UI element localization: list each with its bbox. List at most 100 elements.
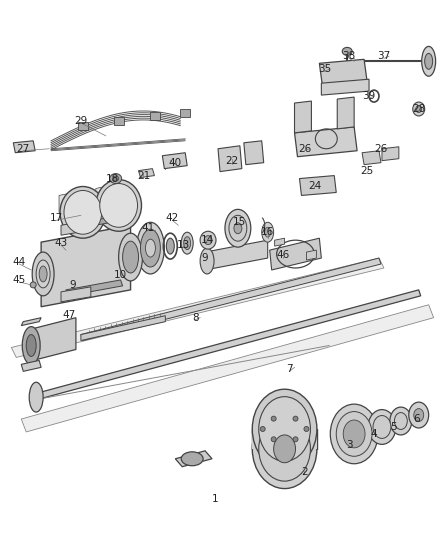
Ellipse shape <box>229 215 247 241</box>
Polygon shape <box>13 141 35 153</box>
Ellipse shape <box>181 452 203 466</box>
Text: 21: 21 <box>137 171 150 181</box>
Ellipse shape <box>265 227 271 237</box>
Ellipse shape <box>409 402 429 428</box>
Text: 35: 35 <box>318 64 331 74</box>
Text: 39: 39 <box>362 91 376 101</box>
Ellipse shape <box>252 409 317 489</box>
Polygon shape <box>21 305 434 432</box>
Polygon shape <box>61 287 91 302</box>
Ellipse shape <box>416 106 422 112</box>
Ellipse shape <box>373 416 391 439</box>
Ellipse shape <box>200 231 216 249</box>
Text: 1: 1 <box>212 494 218 504</box>
Polygon shape <box>33 290 421 400</box>
Polygon shape <box>244 141 264 165</box>
Ellipse shape <box>96 180 141 231</box>
Polygon shape <box>138 168 155 177</box>
Text: 46: 46 <box>276 250 289 260</box>
Ellipse shape <box>36 260 50 288</box>
Text: 16: 16 <box>261 227 274 237</box>
Polygon shape <box>11 258 384 358</box>
Text: 15: 15 <box>233 217 247 227</box>
Text: 29: 29 <box>74 116 88 126</box>
Ellipse shape <box>26 335 36 357</box>
Polygon shape <box>294 127 357 157</box>
Polygon shape <box>66 280 123 296</box>
Polygon shape <box>150 112 160 120</box>
Ellipse shape <box>204 236 212 245</box>
Ellipse shape <box>259 417 311 481</box>
Polygon shape <box>175 451 212 467</box>
Ellipse shape <box>271 416 276 421</box>
Polygon shape <box>362 151 381 165</box>
Ellipse shape <box>184 237 191 249</box>
Ellipse shape <box>271 437 276 442</box>
Ellipse shape <box>259 397 311 461</box>
Text: 10: 10 <box>114 270 127 280</box>
Text: 26: 26 <box>374 144 388 154</box>
Text: 43: 43 <box>54 238 67 248</box>
Text: 25: 25 <box>360 166 374 175</box>
Text: 47: 47 <box>62 310 76 320</box>
Text: 18: 18 <box>106 174 119 183</box>
Ellipse shape <box>119 233 142 281</box>
Ellipse shape <box>39 266 47 282</box>
Polygon shape <box>162 153 187 168</box>
Text: 26: 26 <box>298 144 311 154</box>
Ellipse shape <box>342 47 352 55</box>
Text: 5: 5 <box>391 422 397 432</box>
Ellipse shape <box>422 46 436 76</box>
Ellipse shape <box>181 232 193 254</box>
Ellipse shape <box>29 382 43 412</box>
Text: 3: 3 <box>346 440 353 450</box>
Ellipse shape <box>32 252 54 296</box>
Polygon shape <box>275 238 285 246</box>
Text: 13: 13 <box>177 240 190 250</box>
Text: 9: 9 <box>202 253 208 263</box>
Ellipse shape <box>225 209 251 247</box>
Polygon shape <box>294 101 311 133</box>
Text: 6: 6 <box>413 414 420 424</box>
Polygon shape <box>61 220 91 235</box>
Polygon shape <box>218 146 242 172</box>
Text: 42: 42 <box>166 213 179 223</box>
Text: 28: 28 <box>412 104 425 114</box>
Polygon shape <box>66 215 123 230</box>
Polygon shape <box>21 360 41 372</box>
Polygon shape <box>270 238 321 270</box>
Text: 17: 17 <box>49 213 63 223</box>
Ellipse shape <box>425 53 433 69</box>
Ellipse shape <box>336 411 372 456</box>
Text: 14: 14 <box>201 235 214 245</box>
Ellipse shape <box>100 183 138 227</box>
Text: 27: 27 <box>17 144 30 154</box>
Ellipse shape <box>394 413 407 430</box>
Polygon shape <box>300 175 336 196</box>
Polygon shape <box>81 316 165 341</box>
Ellipse shape <box>262 222 274 242</box>
Text: 9: 9 <box>70 280 76 290</box>
Text: 38: 38 <box>343 51 356 61</box>
Ellipse shape <box>293 437 298 442</box>
Text: 4: 4 <box>371 429 377 439</box>
Ellipse shape <box>368 409 396 445</box>
Polygon shape <box>78 122 88 130</box>
Polygon shape <box>252 429 318 449</box>
Text: 44: 44 <box>13 257 26 267</box>
Polygon shape <box>21 318 41 326</box>
Ellipse shape <box>145 239 155 257</box>
Text: 24: 24 <box>308 181 321 190</box>
Ellipse shape <box>141 229 160 267</box>
Text: 2: 2 <box>301 467 308 477</box>
Ellipse shape <box>137 222 164 274</box>
Ellipse shape <box>166 238 174 254</box>
Ellipse shape <box>390 407 412 435</box>
Ellipse shape <box>293 416 298 421</box>
Ellipse shape <box>330 404 378 464</box>
Text: 40: 40 <box>169 158 182 168</box>
Ellipse shape <box>343 420 365 448</box>
Ellipse shape <box>123 241 138 273</box>
Ellipse shape <box>414 409 424 422</box>
Polygon shape <box>41 225 131 307</box>
